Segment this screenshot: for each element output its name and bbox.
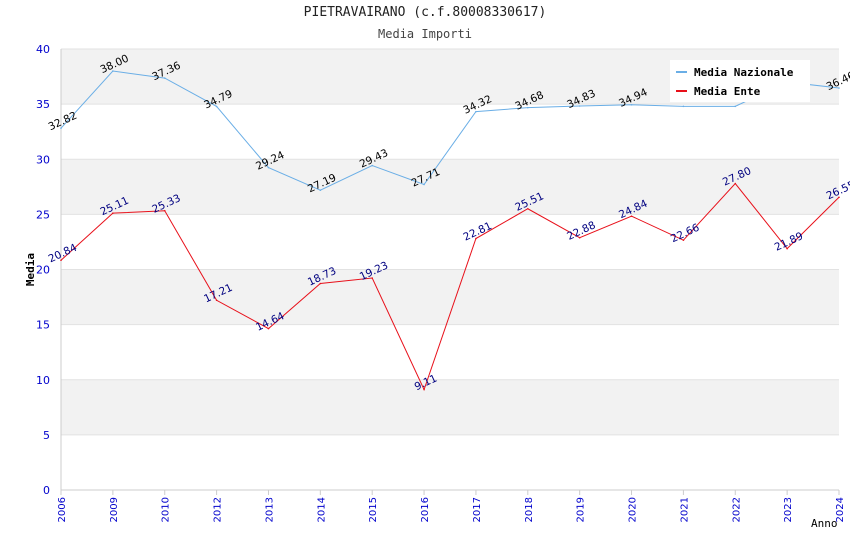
y-tick-label: 30	[36, 153, 50, 166]
data-point	[423, 388, 425, 391]
legend-swatch-media-nazionale	[676, 71, 687, 73]
x-tick-label: 2015	[368, 497, 379, 522]
chart-title: PIETRAVAIRANO (c.f.80008330617)	[303, 5, 547, 20]
x-tick-label: 2024	[835, 497, 846, 522]
grid-band	[61, 214, 839, 270]
data-point	[786, 247, 788, 250]
grid-band	[61, 379, 839, 435]
legend-item-media-nazionale: Media Nazionale	[676, 64, 793, 80]
x-tick-label: 2021	[679, 497, 690, 522]
x-tick-label: 2009	[109, 497, 120, 522]
x-tick-label: 2010	[161, 497, 172, 522]
data-point	[319, 282, 322, 285]
data-point	[734, 182, 737, 185]
data-point	[578, 105, 581, 107]
x-tick-label: 2013	[264, 497, 275, 522]
data-point	[60, 127, 62, 129]
legend-label: Media Nazionale	[694, 65, 794, 79]
y-axis-title: Media	[24, 253, 37, 286]
x-axis-title: Anno	[811, 517, 838, 530]
grid-band	[61, 159, 839, 215]
series-line-1	[60, 182, 840, 391]
data-point	[60, 259, 62, 262]
grid-band	[61, 269, 839, 325]
data-point	[838, 87, 840, 89]
x-tick-label: 2017	[472, 497, 483, 522]
y-tick-label: 5	[43, 429, 50, 442]
y-tick-label: 20	[36, 264, 50, 277]
grid-band	[61, 104, 839, 160]
data-point	[838, 196, 840, 199]
data-point	[215, 105, 218, 108]
legend-label: Media Ente	[694, 84, 761, 98]
legend-item-media-ente: Media Ente	[676, 83, 760, 99]
data-point	[267, 166, 270, 169]
data-point	[371, 164, 374, 167]
x-tick-label: 2023	[783, 497, 794, 522]
data-point	[215, 299, 218, 302]
y-tick-label: 25	[36, 208, 50, 221]
data-point	[475, 237, 477, 240]
data-point	[163, 209, 166, 212]
y-tick-label: 35	[36, 98, 50, 111]
grid-band	[61, 434, 839, 490]
chart-subtitle: Media Importi	[378, 27, 472, 41]
y-tick-label: 0	[43, 484, 50, 497]
x-tick-label: 2012	[213, 497, 224, 522]
data-point	[682, 239, 685, 241]
x-tick-label: 2006	[57, 497, 68, 522]
grid-band	[61, 324, 839, 380]
data-point	[423, 183, 425, 186]
data-point	[475, 110, 477, 113]
data-point	[319, 189, 322, 192]
data-point	[112, 212, 114, 214]
data-point	[734, 105, 737, 108]
data-point	[578, 236, 581, 239]
x-tick-label: 2020	[628, 497, 639, 522]
data-point	[527, 106, 529, 109]
chart-legend: Media Nazionale Media Ente	[670, 60, 810, 102]
x-tick-label: 2019	[576, 497, 587, 522]
legend-swatch-media-ente	[676, 90, 687, 92]
data-point	[163, 77, 166, 79]
x-tick-label: 2016	[420, 497, 431, 522]
x-tick-label: 2018	[524, 497, 535, 522]
data-point	[267, 327, 270, 330]
data-point	[527, 207, 529, 210]
y-tick-label: 15	[36, 319, 50, 332]
y-tick-label: 40	[36, 43, 50, 56]
y-tick-label: 10	[36, 374, 50, 387]
data-point	[630, 103, 633, 106]
data-point	[371, 277, 374, 279]
series-line-0	[60, 70, 840, 191]
x-tick-label: 2014	[316, 497, 327, 522]
data-point	[630, 215, 633, 217]
x-tick-label: 2022	[731, 497, 742, 522]
data-point	[112, 70, 114, 72]
data-point	[682, 105, 685, 108]
